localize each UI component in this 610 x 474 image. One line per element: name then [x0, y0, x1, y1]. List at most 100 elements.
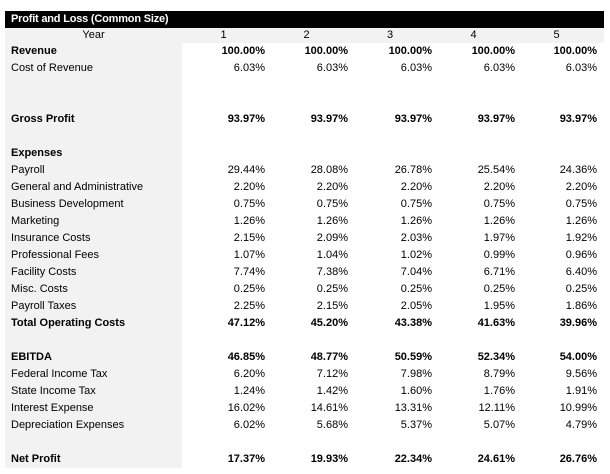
- value-cell-year-4: 100.00%: [471, 45, 515, 57]
- value-cell-year-3: 7.04%: [400, 266, 432, 278]
- value-cell-year-4: 25.54%: [477, 164, 515, 176]
- value-cell-year-3: 26.78%: [394, 164, 432, 176]
- table-row: Payroll Taxes 2.25% 2.15% 2.05% 1.95% 1.86%: [5, 298, 604, 315]
- value-cell-year-1: 6.02%: [233, 419, 265, 431]
- row-label: Cost of Revenue: [11, 62, 93, 74]
- table-row: Marketing 1.26% 1.26% 1.26% 1.26% 1.26%: [5, 213, 604, 230]
- year-header-5: 5: [553, 29, 560, 41]
- value-cell-year-2: 1.42%: [316, 385, 348, 397]
- value-cell-year-2: 0.25%: [316, 283, 348, 295]
- table-row: State Income Tax 1.24% 1.42% 1.60% 1.76% 1.91…: [5, 383, 604, 400]
- value-cell-year-1: 17.37%: [227, 453, 265, 465]
- row-label: Misc. Costs: [11, 283, 68, 295]
- value-cell-year-1: 1.26%: [233, 215, 265, 227]
- value-cell-year-2: 1.04%: [316, 249, 348, 261]
- table-row: EBITDA 46.85% 48.77% 50.59% 52.34% 54.00%: [5, 349, 604, 366]
- value-cell-year-4: 24.61%: [477, 453, 515, 465]
- value-cell-year-4: 8.79%: [483, 368, 515, 380]
- value-cell-year-5: 6.40%: [565, 266, 597, 278]
- blank-row: [5, 434, 604, 451]
- value-cell-year-1: 6.20%: [233, 368, 265, 380]
- table-row: Payroll 29.44% 28.08% 26.78% 25.54% 24.36%: [5, 162, 604, 179]
- value-cell-year-5: 1.86%: [565, 300, 597, 312]
- value-cell-year-5: 6.03%: [565, 62, 597, 74]
- value-cell-year-2: 93.97%: [310, 113, 348, 125]
- row-label: General and Administrative: [11, 181, 144, 193]
- value-cell-year-5: 26.76%: [559, 453, 597, 465]
- value-cell-year-4: 6.03%: [483, 62, 515, 74]
- value-cell-year-5: 2.20%: [565, 181, 597, 193]
- value-cell-year-2: 5.68%: [316, 419, 348, 431]
- label-column-background: [5, 43, 182, 468]
- row-label: Insurance Costs: [11, 232, 91, 244]
- value-cell-year-3: 100.00%: [388, 45, 432, 57]
- value-cell-year-3: 1.60%: [400, 385, 432, 397]
- value-cell-year-5: 10.99%: [559, 402, 597, 414]
- value-cell-year-3: 5.37%: [400, 419, 432, 431]
- value-cell-year-5: 0.25%: [565, 283, 597, 295]
- value-cell-year-2: 2.15%: [316, 300, 348, 312]
- value-cell-year-1: 16.02%: [227, 402, 265, 414]
- value-cell-year-1: 2.20%: [233, 181, 265, 193]
- value-cell-year-3: 6.03%: [400, 62, 432, 74]
- year-header-label: Year: [82, 29, 105, 41]
- table-row: Net Profit 17.37% 19.93% 22.34% 24.61% 26.76%: [5, 451, 604, 468]
- row-label: Payroll Taxes: [11, 300, 77, 312]
- year-header-1: 1: [220, 29, 227, 41]
- table-row: Interest Expense 16.02% 14.61% 13.31% 12.11%…: [5, 400, 604, 417]
- value-cell-year-4: 1.76%: [483, 385, 515, 397]
- value-cell-year-1: 46.85%: [227, 351, 265, 363]
- table-row: Gross Profit 93.97% 93.97% 93.97% 93.97% 93.9…: [5, 111, 604, 128]
- value-cell-year-1: 6.03%: [233, 62, 265, 74]
- row-label: Revenue: [11, 45, 57, 57]
- value-cell-year-3: 2.20%: [400, 181, 432, 193]
- year-header-2: 2: [303, 29, 310, 41]
- value-cell-year-3: 43.38%: [394, 317, 432, 329]
- value-cell-year-2: 100.00%: [304, 45, 348, 57]
- row-label: Net Profit: [11, 453, 61, 465]
- value-cell-year-1: 0.75%: [233, 198, 265, 210]
- value-cell-year-1: 1.07%: [233, 249, 265, 261]
- value-cell-year-4: 93.97%: [477, 113, 515, 125]
- value-cell-year-1: 0.25%: [233, 283, 265, 295]
- value-cell-year-4: 5.07%: [483, 419, 515, 431]
- value-cell-year-3: 93.97%: [394, 113, 432, 125]
- year-header-3: 3: [386, 29, 394, 41]
- value-cell-year-2: 45.20%: [310, 317, 348, 329]
- value-cell-year-2: 28.08%: [310, 164, 348, 176]
- value-cell-year-4: 1.26%: [483, 215, 515, 227]
- value-cell-year-2: 7.12%: [316, 368, 348, 380]
- table-row: Cost of Revenue 6.03% 6.03% 6.03% 6.03% 6.03%: [5, 60, 604, 77]
- year-header-row: Year 1 2 3 4 5: [5, 28, 604, 43]
- value-cell-year-1: 2.25%: [233, 300, 265, 312]
- row-label: Federal Income Tax: [11, 368, 108, 380]
- value-cell-year-1: 7.74%: [233, 266, 265, 278]
- value-cell-year-1: 47.12%: [227, 317, 265, 329]
- row-label: Facility Costs: [11, 266, 77, 278]
- row-label: Depreciation Expenses: [11, 419, 125, 431]
- value-cell-year-5: 1.92%: [565, 232, 597, 244]
- value-cell-year-4: 0.25%: [483, 283, 515, 295]
- value-cell-year-5: 0.96%: [565, 249, 597, 261]
- value-cell-year-2: 7.38%: [316, 266, 348, 278]
- value-cell-year-5: 93.97%: [559, 113, 597, 125]
- value-cell-year-2: 2.20%: [316, 181, 348, 193]
- value-cell-year-4: 6.71%: [483, 266, 515, 278]
- row-label: Professional Fees: [11, 249, 100, 261]
- value-cell-year-1: 2.15%: [233, 232, 265, 244]
- value-cell-year-3: 1.26%: [400, 215, 432, 227]
- table-row: Professional Fees 1.07% 1.04% 1.02% 0.99% 0.9…: [5, 247, 604, 264]
- value-cell-year-5: 54.00%: [559, 351, 597, 363]
- value-cell-year-1: 100.00%: [221, 45, 265, 57]
- blank-row: [5, 332, 604, 349]
- value-cell-year-4: 41.63%: [477, 317, 515, 329]
- table-row: Revenue 100.00% 100.00% 100.00% 100.00% 100.0…: [5, 43, 604, 60]
- value-cell-year-3: 50.59%: [394, 351, 432, 363]
- value-cell-year-5: 9.56%: [565, 368, 597, 380]
- value-cell-year-4: 12.11%: [478, 402, 516, 414]
- value-cell-year-2: 0.75%: [316, 198, 348, 210]
- value-cell-year-5: 1.26%: [565, 215, 597, 227]
- value-cell-year-3: 0.25%: [400, 283, 432, 295]
- value-cell-year-5: 1.91%: [565, 385, 597, 397]
- value-cell-year-4: 52.34%: [477, 351, 515, 363]
